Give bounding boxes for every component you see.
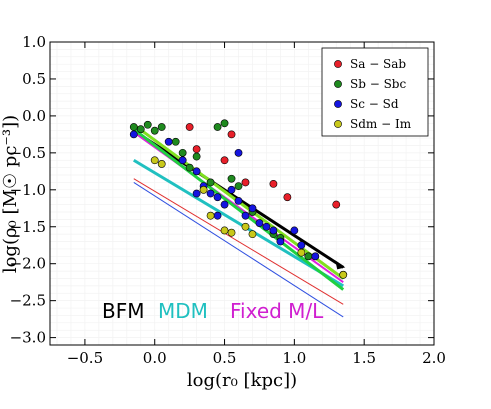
data-point [136,125,145,134]
data-point [157,123,166,131]
x-tick-label: −0.5 [67,349,103,367]
data-point [143,120,152,129]
data-point [192,189,201,198]
data-point [213,193,222,202]
data-point [206,211,215,220]
legend-label: Sa − Sab [350,57,406,71]
x-tick-label: 0.0 [143,349,167,367]
data-points [129,119,348,279]
data-point [157,160,166,168]
data-point [178,148,187,157]
data-point [150,156,159,165]
legend-marker [334,100,342,108]
data-point [206,178,215,187]
data-point [269,226,278,235]
legend-label: Sb − Sbc [350,77,406,91]
x-axis-label: log(r₀ [kpc]) [187,370,297,391]
data-point [241,178,250,187]
legend-label: Sdm − Im [350,117,412,131]
y-tick-label: −3.0 [10,329,46,347]
data-point [283,193,292,202]
data-point [241,211,250,220]
fit-line [133,181,344,318]
data-point [227,228,236,237]
annotation-bfm: BFM [102,299,144,323]
y-tick-label: −1.0 [10,181,46,199]
y-axis-label: log(ρ₀ [M☉ pc⁻³]) [0,115,21,273]
x-tick-label: 1.5 [352,349,376,367]
x-tick-label: 0.5 [213,349,237,367]
data-point [234,196,243,205]
y-tick-label: −2.0 [10,255,46,273]
data-point [213,123,222,131]
data-point [220,226,229,235]
data-point [290,226,299,235]
data-point [332,200,341,209]
data-point [248,204,257,213]
data-point [164,137,173,146]
data-point [234,148,243,157]
data-point [129,130,138,139]
y-tick-label: 0.5 [22,70,46,88]
data-point [192,145,201,154]
grid [50,42,434,345]
data-point [248,230,257,239]
data-point [227,185,236,194]
data-point [311,252,320,261]
data-point [150,126,159,135]
data-point [213,211,222,220]
data-point [220,200,229,209]
data-point [255,219,264,227]
data-point [192,152,201,161]
data-point [192,167,201,176]
legend-marker [334,80,342,88]
x-tick-label: 1.0 [282,349,306,367]
legend-label: Sc − Sd [350,97,399,111]
x-ticks: −0.5 0.0 0.5 1.0 1.5 2.0 [67,42,446,367]
data-point [297,241,306,250]
data-point [206,189,215,198]
y-tick-label: 1.0 [22,33,46,51]
plot-frame [49,41,435,346]
y-ticks: 1.0 0.5 0.0 −0.5 −1.0 −1.5 −2.0 −2.5 −3.0 [10,33,434,347]
data-point [129,123,138,131]
fit-line [133,158,345,288]
data-point [227,130,236,139]
data-point [220,119,229,128]
data-point [297,248,306,257]
annotation-mdm: MDM [158,299,208,323]
data-point [276,237,285,246]
data-point [178,156,187,165]
data-point [227,174,236,183]
data-point [269,179,278,188]
data-point [262,222,271,231]
data-point [304,252,313,261]
data-point [241,222,250,231]
data-point [185,163,194,172]
data-point [234,182,243,191]
x-tick-label: 2.0 [422,349,446,367]
data-point [185,123,194,131]
data-point [199,185,208,194]
fit-line [132,128,345,291]
data-point [171,137,180,146]
legend: Sa − Sab Sb − Sbc Sc − Sd Sdm − Im [321,47,429,137]
fit-line [133,178,344,305]
legend-marker [334,120,342,128]
y-tick-label: −0.5 [10,144,46,162]
fit-line-arrowhead [335,260,346,270]
legend-marker [334,60,342,68]
y-tick-label: −1.5 [10,218,46,236]
y-tick-label: −2.5 [10,292,46,310]
data-point [339,270,348,279]
y-tick-label: 0.0 [22,107,46,125]
data-point [220,156,229,165]
annotation-fixed-ml: Fixed M/L [230,299,324,323]
